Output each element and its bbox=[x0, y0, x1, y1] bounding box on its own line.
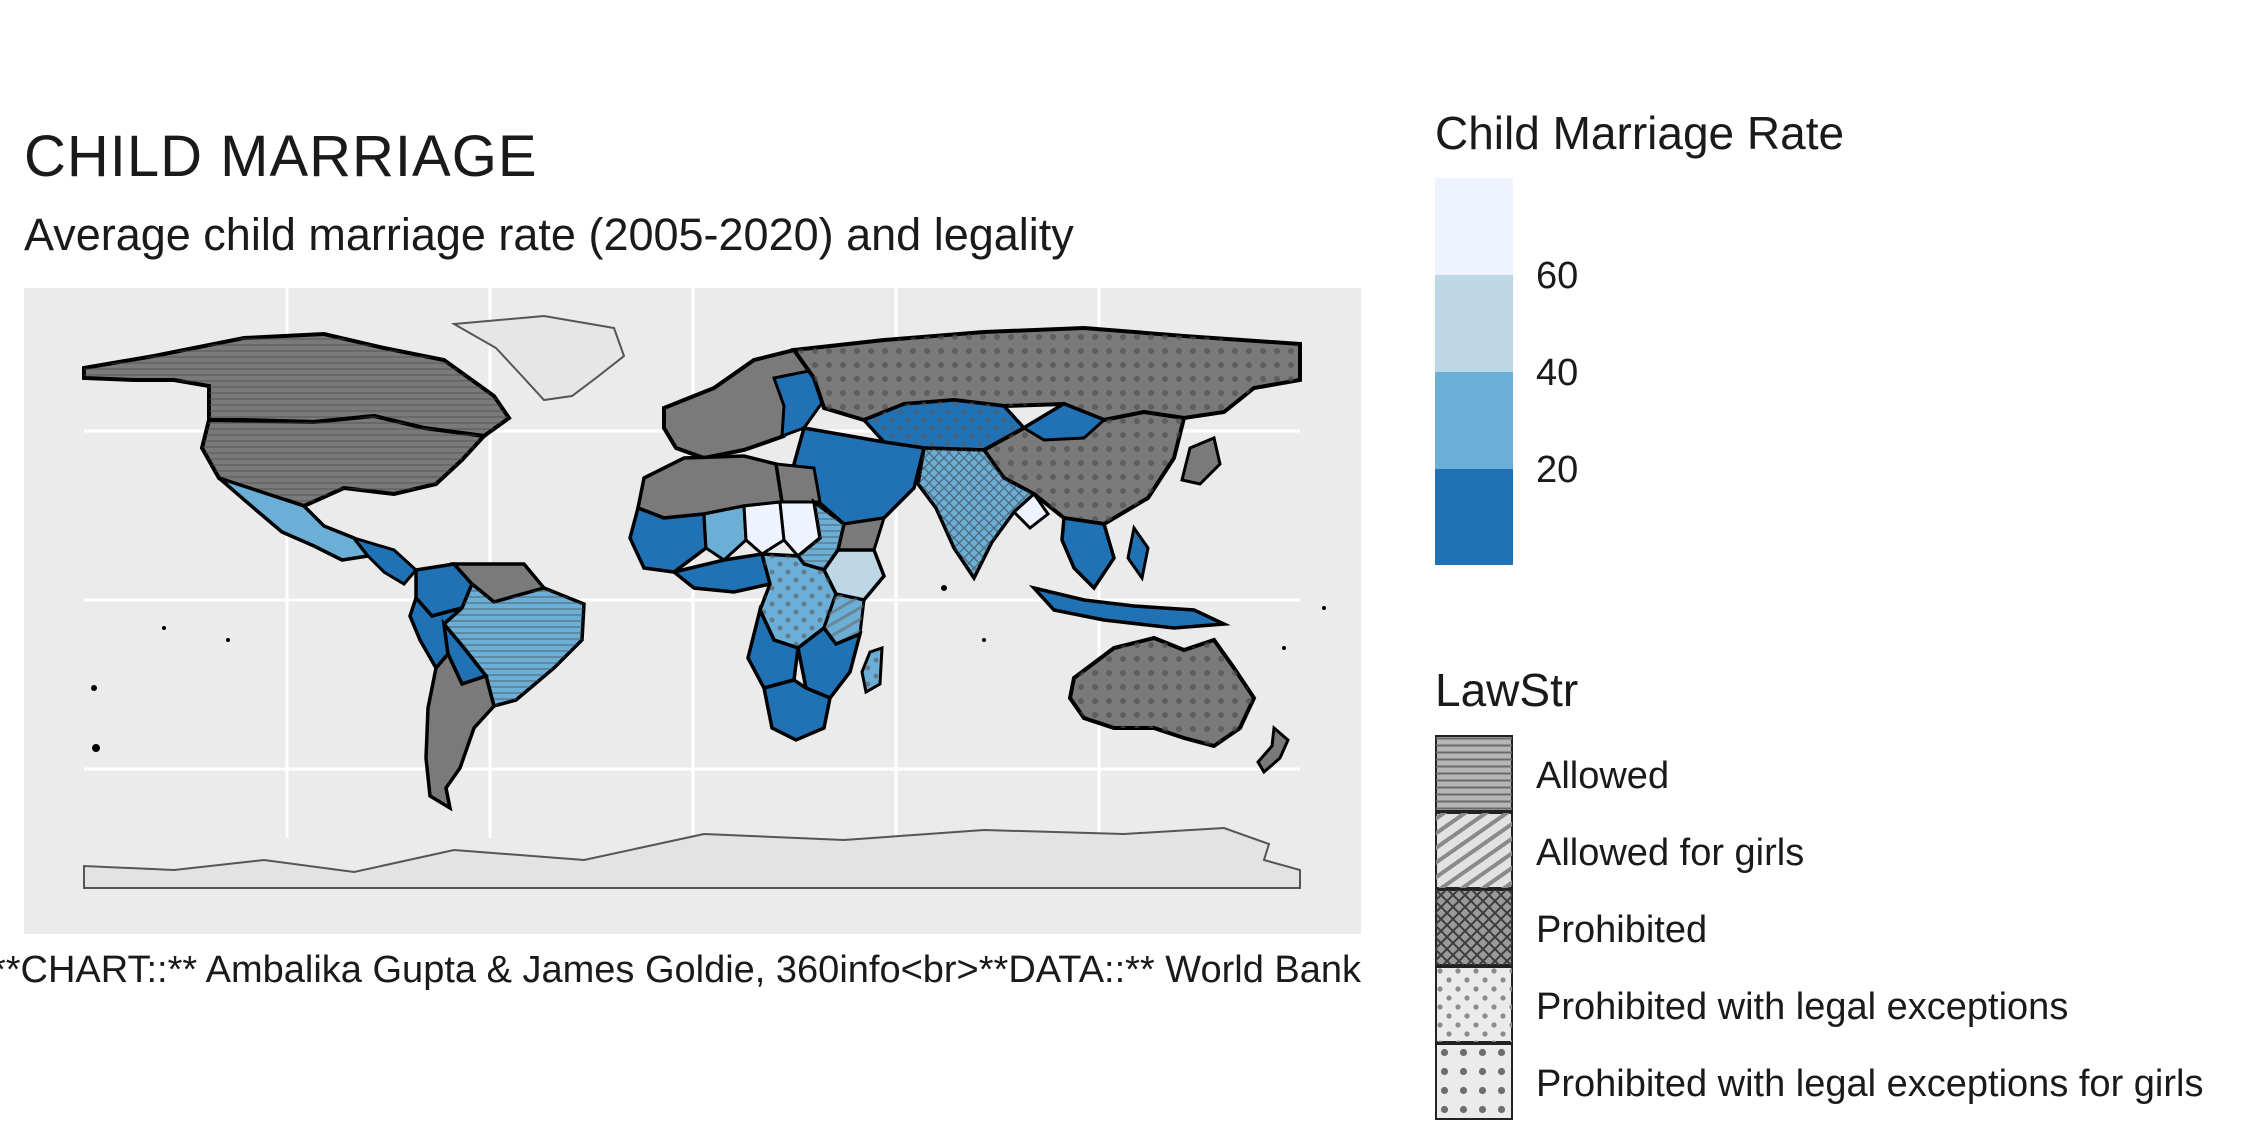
country-mongolia bbox=[1021, 402, 1107, 442]
country-sudan-hatch bbox=[798, 502, 844, 570]
country-kazakhstan-hatch bbox=[864, 400, 1024, 450]
country-russia-hatch bbox=[794, 328, 1300, 420]
law-label-prohibited: Prohibited bbox=[1536, 909, 1708, 951]
country-tanzania-hatch bbox=[824, 594, 864, 644]
country-brazil-hatch bbox=[444, 584, 584, 706]
country-greenland bbox=[450, 314, 626, 402]
rate-legend-title: Child Marriage Rate bbox=[1435, 107, 1845, 159]
rate-swatch-60plus bbox=[1435, 178, 1513, 275]
map-panel bbox=[24, 288, 1361, 934]
country-canada-hatch bbox=[84, 334, 509, 436]
country-japan bbox=[1180, 435, 1222, 486]
country-madagascar-hatch bbox=[862, 648, 882, 692]
law-label-allowed: Allowed bbox=[1536, 755, 1670, 797]
chart-caption: **CHART::** Ambalika Gupta & James Goldi… bbox=[0, 949, 1361, 991]
country-indonesia bbox=[1028, 584, 1231, 630]
rate-tick-20: 20 bbox=[1536, 449, 1579, 491]
law-key-prohibited-exceptions-girls bbox=[1435, 1043, 1513, 1120]
rate-swatch-0-20 bbox=[1435, 469, 1513, 565]
law-key-prohibited bbox=[1435, 889, 1513, 966]
rate-tick-40: 40 bbox=[1536, 352, 1579, 394]
country-new-zealand bbox=[1256, 725, 1290, 775]
law-label-allowed-girls: Allowed for girls bbox=[1536, 832, 1805, 874]
country-west-africa-north bbox=[628, 505, 708, 574]
country-usa-hatch bbox=[202, 416, 484, 506]
country-india-hatch bbox=[918, 448, 1034, 578]
country-mali bbox=[702, 504, 748, 562]
rate-tick-60: 60 bbox=[1536, 255, 1579, 297]
country-drc-hatch bbox=[760, 554, 836, 648]
law-key-prohibited-exceptions bbox=[1435, 966, 1513, 1043]
country-niger bbox=[742, 500, 786, 556]
law-key-allowed bbox=[1435, 735, 1513, 812]
world-map bbox=[82, 288, 1326, 889]
law-key-allowed-girls bbox=[1435, 812, 1513, 889]
rate-swatch-40-60 bbox=[1435, 275, 1513, 372]
country-argentina-chile bbox=[424, 650, 496, 812]
country-bangladesh bbox=[1011, 491, 1051, 530]
country-australia-hatch bbox=[1070, 638, 1254, 746]
small-islands bbox=[91, 585, 1326, 752]
law-label-prohibited-exceptions: Prohibited with legal exceptions bbox=[1536, 986, 2069, 1028]
chart-title: CHILD MARRIAGE bbox=[24, 124, 538, 189]
country-antarctica bbox=[83, 826, 1301, 889]
law-label-prohibited-exceptions-girls: Prohibited with legal exceptions for gir… bbox=[1536, 1063, 2204, 1105]
country-southeast-asia bbox=[1060, 515, 1116, 591]
law-legend-title: LawStr bbox=[1435, 664, 1579, 716]
chart-subtitle: Average child marriage rate (2005-2020) … bbox=[24, 209, 1074, 260]
rate-swatch-20-40 bbox=[1435, 372, 1513, 469]
country-central-america bbox=[349, 535, 419, 586]
country-southern-africa bbox=[761, 678, 832, 742]
country-philippines bbox=[1126, 524, 1150, 582]
